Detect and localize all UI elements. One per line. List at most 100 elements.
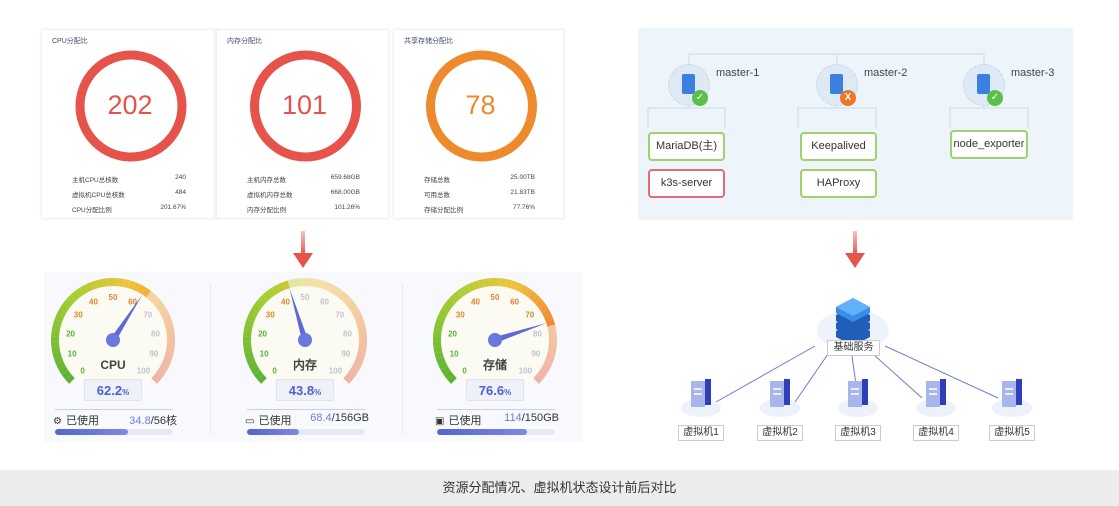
memory-icon: ▭ <box>245 416 255 427</box>
gauge-band-segment <box>62 298 73 309</box>
gauge-band-segment <box>151 374 161 384</box>
gauge: 010 20 30 40 50 60 70 80 90 100 CPU <box>51 278 175 396</box>
gauge-band-segment <box>61 370 72 380</box>
service-tag[interactable]: k3s-server <box>648 169 725 198</box>
gauge-band-segment <box>523 287 534 298</box>
master-name: master-3 <box>1011 67 1055 79</box>
usage-summary: ▣ 已使用 114/150GB <box>435 412 559 428</box>
gauge-band-segment <box>51 346 61 354</box>
gauge-band-segment <box>505 279 513 289</box>
vm-label[interactable]: 虚拟机2 <box>757 425 803 441</box>
gauge-band-segment <box>79 284 89 295</box>
gauge-band-segment <box>157 366 168 375</box>
service-tag[interactable]: node_exporter <box>950 130 1028 159</box>
gauge-band-segment <box>162 356 172 365</box>
gauge-band-segment <box>443 370 454 380</box>
master-name: master-2 <box>864 67 908 79</box>
vm-label[interactable]: 虚拟机3 <box>835 425 881 441</box>
gauge-tick-label: 60 <box>128 298 137 307</box>
used-label: 已使用 <box>258 415 292 427</box>
service-tag[interactable]: HAProxy <box>800 169 877 198</box>
connection-line <box>884 345 999 399</box>
gauge-band-segment <box>305 278 311 287</box>
gauge-band-segment <box>254 298 265 309</box>
gauge-band-segment <box>59 303 70 313</box>
ratio-value: 101 <box>281 90 328 120</box>
gauge-tick-label: 90 <box>531 349 540 358</box>
gauge-band-segment <box>495 278 501 287</box>
gauge-band-segment <box>128 280 136 290</box>
gauge-band-segment <box>510 280 518 290</box>
gauge-band-segment <box>251 303 262 313</box>
server-icon <box>682 74 695 94</box>
gauge-band-segment <box>543 313 554 322</box>
gauge-band-segment <box>548 336 557 342</box>
gauge-band-segment <box>538 303 549 313</box>
stat-row: 存储总数 25.00TB <box>424 174 535 184</box>
gauge-tick-label: 80 <box>533 329 542 338</box>
vm-label[interactable]: 虚拟机4 <box>913 425 959 441</box>
gauge-band-segment <box>243 324 253 332</box>
gauge-hub <box>106 333 120 347</box>
gauge-band-segment <box>452 291 462 301</box>
gauge-band-segment <box>54 313 65 322</box>
gauge-band-segment <box>355 318 366 327</box>
gauge-band-segment <box>243 336 252 342</box>
used-amount: 34.8/56核 <box>129 412 177 428</box>
gauge-tick-label: 60 <box>510 298 519 307</box>
gauge-band-segment <box>528 291 538 301</box>
gauge-band-segment <box>489 278 495 287</box>
gauge-band-segment <box>357 346 367 354</box>
gauge-label: CPU <box>100 358 125 372</box>
gauge-band-segment <box>95 279 103 289</box>
gauge-band-segment <box>436 356 446 365</box>
stat-label: 存储分配比例 <box>424 207 463 214</box>
gauge-band-segment <box>74 287 85 298</box>
gauge-band-segment <box>444 298 455 309</box>
gauge-band-segment <box>52 318 63 327</box>
gauge-band-segment <box>536 370 547 380</box>
gauge-band-segment <box>132 282 142 292</box>
gauge-band-segment <box>70 291 80 301</box>
gauge-percent: 76.6% <box>466 379 524 401</box>
server-icon <box>977 74 990 94</box>
gauge-band-segment <box>433 330 442 337</box>
gauge-band-segment <box>461 284 471 295</box>
card-title: CPU分配比 <box>52 38 88 45</box>
gauge-tick-label: 50 <box>109 293 118 302</box>
gauge-tick-label: 60 <box>320 298 329 307</box>
vm-label[interactable]: 虚拟机1 <box>678 425 724 441</box>
gauge-tick-label: 20 <box>66 329 75 338</box>
service-tag[interactable]: MariaDB(主) <box>648 132 725 161</box>
gauge-band-segment <box>514 282 524 292</box>
service-tag[interactable]: Keepalived <box>800 132 877 161</box>
gauge-tick-label: 30 <box>74 311 83 320</box>
stat-label: 虚拟机内存总数 <box>247 192 293 199</box>
stat-row: 内存分配比例 101.26% <box>247 204 360 214</box>
gauge-band-segment <box>66 294 77 305</box>
gauge-band-segment <box>472 280 480 290</box>
used-value: 68.4 <box>310 412 332 424</box>
gauge-band-segment <box>160 361 170 370</box>
gauge-band-segment <box>156 303 167 313</box>
usage-progress-bar <box>437 429 555 435</box>
gauge-tick-label: 10 <box>68 349 77 358</box>
gauge-band-segment <box>343 374 353 384</box>
gauge-band-segment <box>58 366 69 375</box>
gauge-band-segment <box>519 284 529 295</box>
check-icon: ✓ <box>692 90 708 106</box>
gauge-band-segment <box>123 279 131 289</box>
gauge-band-segment <box>358 341 367 348</box>
gauge-band-segment <box>346 370 357 380</box>
gauge-band-segment <box>548 330 557 337</box>
gauge-percent: 62.2% <box>84 379 142 401</box>
down-arrow-icon <box>845 231 865 268</box>
allocation-card: 共享存储分配比 78 存储总数 25.00TB 可用总数 21.83TB 存储分配比例 77.… <box>393 29 564 219</box>
gauge-band-segment <box>356 351 366 360</box>
usage-progress-bar <box>247 429 365 435</box>
vm-label[interactable]: 虚拟机5 <box>989 425 1035 441</box>
stat-value: 240 <box>175 174 186 181</box>
gauge-band-segment <box>51 324 61 332</box>
gauge-tick-label: 80 <box>151 329 160 338</box>
